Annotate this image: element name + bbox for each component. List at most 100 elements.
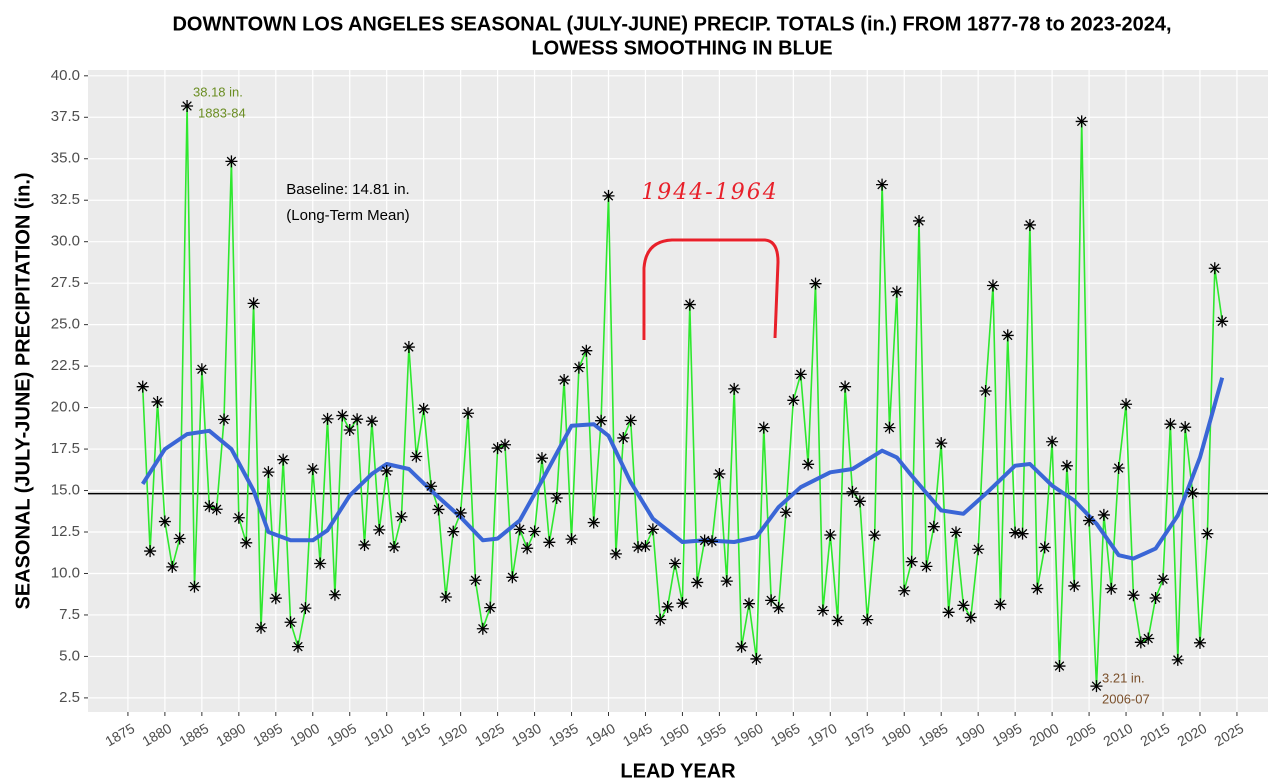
point xyxy=(713,467,726,480)
point xyxy=(964,611,977,624)
y-tick-label: 25.0 xyxy=(51,316,80,333)
point xyxy=(173,532,186,545)
point xyxy=(1201,527,1214,540)
point xyxy=(1090,680,1103,693)
annotation: 1883-84 xyxy=(198,105,246,120)
point xyxy=(824,528,837,541)
y-tick-label: 15.0 xyxy=(51,482,80,499)
point xyxy=(1083,514,1096,527)
y-tick-label: 40.0 xyxy=(51,67,80,84)
point xyxy=(595,414,608,427)
point xyxy=(994,598,1007,611)
point xyxy=(343,423,356,436)
point xyxy=(358,538,371,551)
point xyxy=(195,363,208,376)
point xyxy=(757,421,770,434)
point xyxy=(794,368,807,381)
point xyxy=(380,464,393,477)
point xyxy=(698,534,711,547)
point xyxy=(388,540,401,553)
y-tick-label: 2.5 xyxy=(59,689,80,706)
point xyxy=(853,495,866,508)
hand-bracket xyxy=(642,238,780,340)
point xyxy=(247,297,260,310)
point xyxy=(1171,653,1184,666)
point xyxy=(772,601,785,614)
y-tick-label: 5.0 xyxy=(59,647,80,664)
point xyxy=(831,614,844,627)
point xyxy=(890,285,903,298)
point xyxy=(986,279,999,292)
point xyxy=(1053,660,1066,673)
point xyxy=(1046,435,1059,448)
y-tick-label: 7.5 xyxy=(59,606,80,623)
point xyxy=(232,511,245,524)
y-tick-label: 12.5 xyxy=(51,523,80,540)
point xyxy=(144,545,157,558)
point xyxy=(1179,421,1192,434)
point xyxy=(181,99,194,112)
point xyxy=(1186,486,1199,499)
point xyxy=(277,453,290,466)
point xyxy=(543,536,556,549)
y-tick-label: 27.5 xyxy=(51,274,80,291)
point xyxy=(565,533,578,546)
point xyxy=(920,560,933,573)
point xyxy=(624,414,637,427)
point xyxy=(1149,592,1162,605)
point xyxy=(839,380,852,393)
point xyxy=(587,516,600,529)
annotation: Baseline: 14.81 in. xyxy=(286,181,409,198)
chart-title: DOWNTOWN LOS ANGELES SEASONAL (JULY-JUNE… xyxy=(172,13,1171,35)
point xyxy=(617,431,630,444)
point xyxy=(861,613,874,626)
chart-title: LOWESS SMOOTHING IN BLUE xyxy=(531,37,832,59)
point xyxy=(476,622,489,635)
point xyxy=(728,382,741,395)
point xyxy=(1112,461,1125,474)
point xyxy=(454,506,467,519)
point xyxy=(632,541,645,554)
point xyxy=(439,591,452,604)
point xyxy=(321,412,334,425)
point xyxy=(528,525,541,538)
point xyxy=(765,594,778,607)
point xyxy=(498,438,511,451)
point xyxy=(328,588,341,601)
point xyxy=(580,344,593,357)
point xyxy=(262,466,275,479)
plot-panel xyxy=(88,70,1268,712)
point xyxy=(1142,632,1155,645)
point xyxy=(425,480,438,493)
point xyxy=(291,640,304,653)
point xyxy=(1075,115,1088,128)
point xyxy=(1097,508,1110,521)
point xyxy=(846,485,859,498)
y-tick-label: 17.5 xyxy=(51,440,80,457)
point xyxy=(1038,541,1051,554)
y-tick-label: 10.0 xyxy=(51,564,80,581)
point xyxy=(609,547,622,560)
point xyxy=(373,523,386,536)
point xyxy=(203,500,216,513)
point xyxy=(927,520,940,533)
point xyxy=(402,341,415,354)
point xyxy=(491,442,504,455)
point xyxy=(314,557,327,570)
y-axis-title: SEASONAL (JULY-JUNE) PRECIPITATION (in.) xyxy=(12,172,34,609)
handwritten-annotation: 1944-1964 xyxy=(641,180,778,205)
point xyxy=(572,361,585,374)
point xyxy=(1193,636,1206,649)
point xyxy=(351,413,364,426)
point xyxy=(639,540,652,553)
point xyxy=(1016,527,1029,540)
y-tick-label: 30.0 xyxy=(51,233,80,250)
point xyxy=(484,601,497,614)
grid xyxy=(88,70,1268,712)
point xyxy=(299,602,312,615)
point xyxy=(1216,315,1229,328)
point xyxy=(255,621,268,634)
lowess-curve xyxy=(141,377,1225,561)
point xyxy=(1208,262,1221,275)
